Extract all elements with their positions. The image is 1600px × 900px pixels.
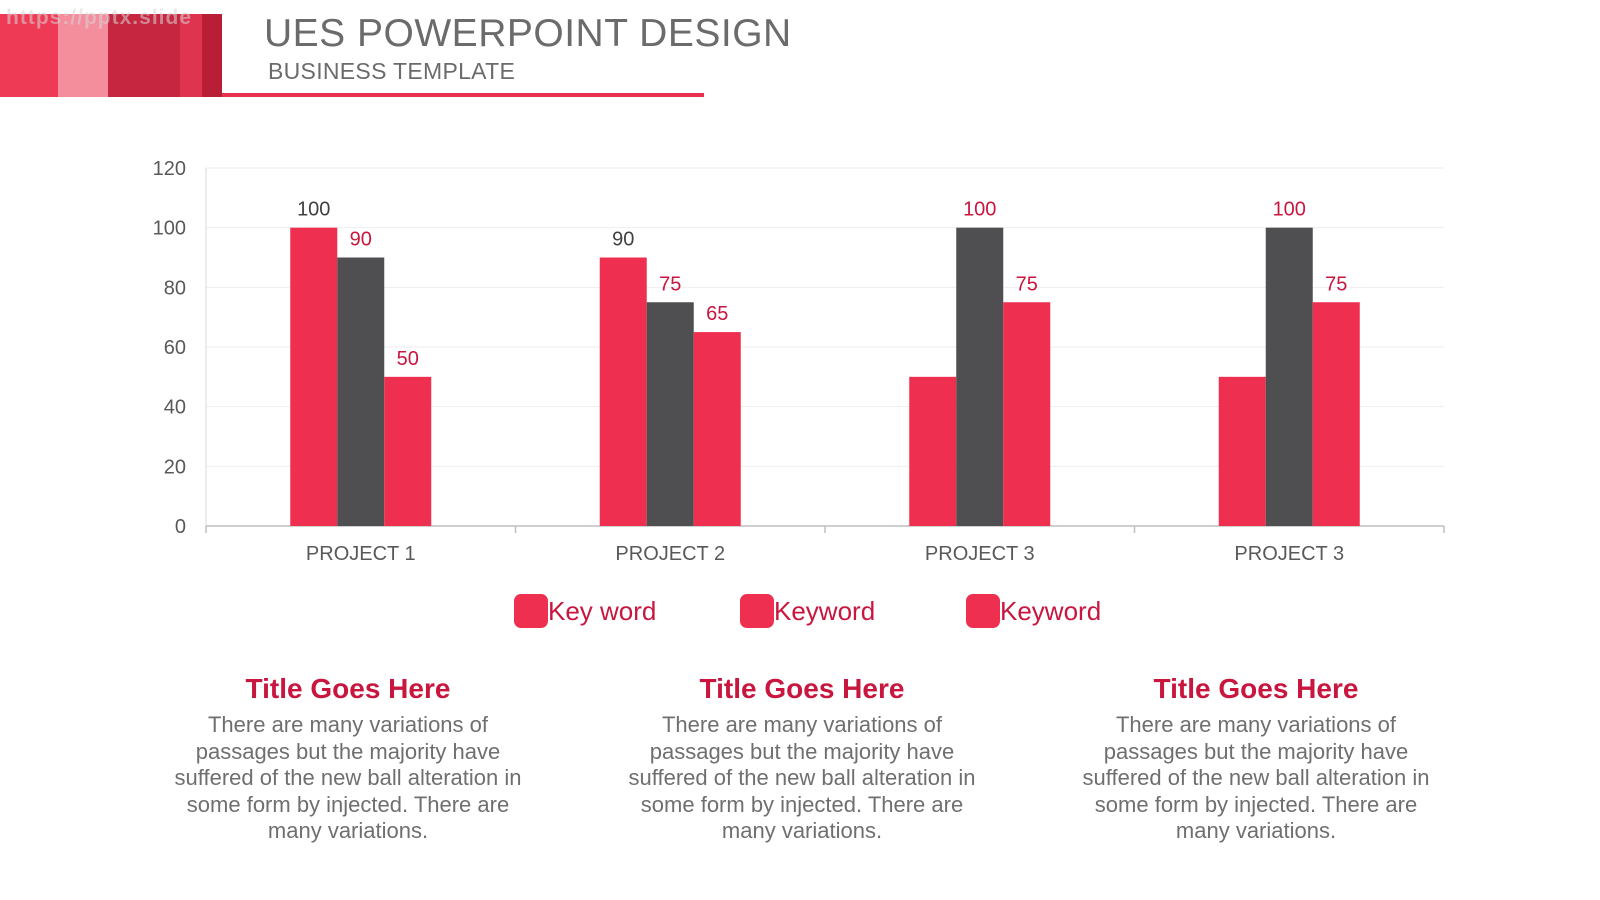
- header-stripe-5: [202, 14, 222, 97]
- info-column-1: Title Goes Here There are many variation…: [158, 672, 538, 845]
- legend-label: Keyword: [774, 595, 876, 626]
- y-tick-label: 40: [164, 397, 186, 419]
- bar-s3-c1: [384, 376, 432, 526]
- info-text: There are many variations of passages bu…: [628, 712, 976, 843]
- data-label: 75: [659, 273, 681, 295]
- data-label: 75: [1325, 273, 1347, 295]
- data-label: 50: [397, 348, 419, 370]
- bar-s2-c2: [646, 302, 694, 526]
- header-stripe-2: [58, 14, 108, 97]
- legend-item-2: Keyword: [740, 594, 875, 628]
- bar-s1-c4: [1218, 376, 1266, 526]
- legend-label: Key word: [548, 595, 657, 626]
- bar-s3-c4: [1312, 302, 1360, 526]
- legend-label: Keyword: [1000, 595, 1102, 626]
- x-tick-label: PROJECT 1: [306, 543, 416, 565]
- bar-chart: 0 20 40 60 80 100 120 100 90 50 PROJECT 1 90 75 65 PRO…: [153, 158, 1445, 565]
- chart-legend: Key word Keyword Keyword: [0, 594, 1600, 634]
- info-column-2: Title Goes Here There are many variation…: [612, 672, 992, 845]
- bar-s2-c4: [1265, 227, 1313, 526]
- bar-s3-c3: [1003, 302, 1051, 526]
- info-title: Title Goes Here: [1153, 673, 1359, 704]
- y-tick-label: 120: [153, 158, 186, 180]
- y-tick-label: 0: [175, 516, 186, 538]
- y-tick-label: 20: [164, 456, 186, 478]
- bar-s2-c1: [337, 257, 385, 526]
- info-title: Title Goes Here: [245, 673, 451, 704]
- info-column-3: Title Goes Here There are many variation…: [1066, 672, 1446, 845]
- bar-s1-c3: [909, 376, 957, 526]
- info-text: There are many variations of passages bu…: [1082, 712, 1430, 843]
- info-title: Title Goes Here: [699, 673, 905, 704]
- data-label: 90: [350, 229, 372, 251]
- data-label: 90: [612, 229, 634, 251]
- data-label: 65: [706, 303, 728, 325]
- y-tick-label: 60: [164, 337, 186, 359]
- y-tick-label: 80: [164, 277, 186, 299]
- legend-swatch-icon: [514, 594, 548, 628]
- y-tick-label: 100: [153, 218, 186, 240]
- header-stripe-1: [0, 14, 58, 97]
- legend-swatch-icon: [966, 594, 1000, 628]
- data-label: 100: [297, 199, 330, 221]
- bar-s3-c2: [693, 332, 741, 526]
- data-label: 100: [1273, 199, 1306, 221]
- legend-swatch-icon: [740, 594, 774, 628]
- x-tick-label: PROJECT 3: [1234, 543, 1344, 565]
- header-stripes: [0, 14, 222, 97]
- watermark-text: https://pptx.slide: [6, 6, 192, 29]
- bar-s1-c1: [290, 227, 338, 526]
- legend-item-1: Key word: [514, 594, 656, 628]
- header-divider: [222, 93, 704, 97]
- page-subtitle: BUSINESS TEMPLATE: [268, 58, 516, 84]
- page-title: UES POWERPOINT DESIGN: [264, 12, 792, 55]
- header-stripe-3: [108, 14, 180, 97]
- x-tick-label: PROJECT 3: [925, 543, 1035, 565]
- bar-s2-c3: [956, 227, 1004, 526]
- data-label: 100: [963, 199, 996, 221]
- x-tick-label: PROJECT 2: [615, 543, 725, 565]
- bar-s1-c2: [599, 257, 647, 526]
- header-stripe-4: [180, 14, 202, 97]
- info-text: There are many variations of passages bu…: [174, 712, 522, 843]
- legend-item-3: Keyword: [966, 594, 1101, 628]
- data-label: 75: [1016, 273, 1038, 295]
